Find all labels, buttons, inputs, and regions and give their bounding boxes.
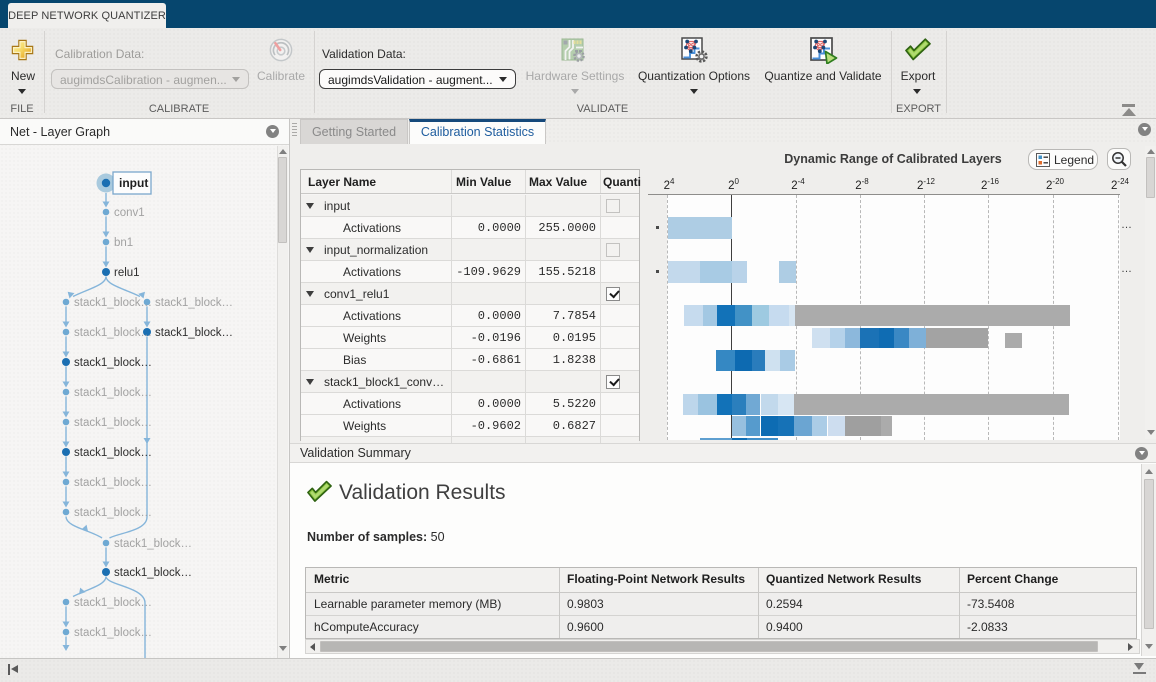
svg-text:stack1_block…: stack1_block… <box>74 447 152 459</box>
svg-text:stack1_block…: stack1_block… <box>74 477 152 489</box>
svg-text:stack1_block…: stack1_block… <box>74 297 152 309</box>
svg-text:stack1_block…: stack1_block… <box>74 507 152 519</box>
svg-text:stack1_block…: stack1_block… <box>155 327 233 339</box>
svg-text:conv1: conv1 <box>114 207 145 219</box>
svg-text:stack1_block…: stack1_block… <box>74 387 152 399</box>
svg-text:stack1_block…: stack1_block… <box>74 597 152 609</box>
svg-text:stack1_block…: stack1_block… <box>114 567 192 579</box>
svg-text:bn1: bn1 <box>114 237 133 249</box>
svg-text:stack1_block…: stack1_block… <box>74 357 152 369</box>
svg-text:stack1_block…: stack1_block… <box>114 538 192 550</box>
svg-text:input: input <box>119 176 148 190</box>
svg-text:stack1_block…: stack1_block… <box>74 327 152 339</box>
svg-text:stack1_block…: stack1_block… <box>74 627 152 639</box>
svg-text:stack1_block…: stack1_block… <box>74 417 152 429</box>
svg-text:relu1: relu1 <box>114 267 140 279</box>
svg-text:stack1_block…: stack1_block… <box>155 297 233 309</box>
